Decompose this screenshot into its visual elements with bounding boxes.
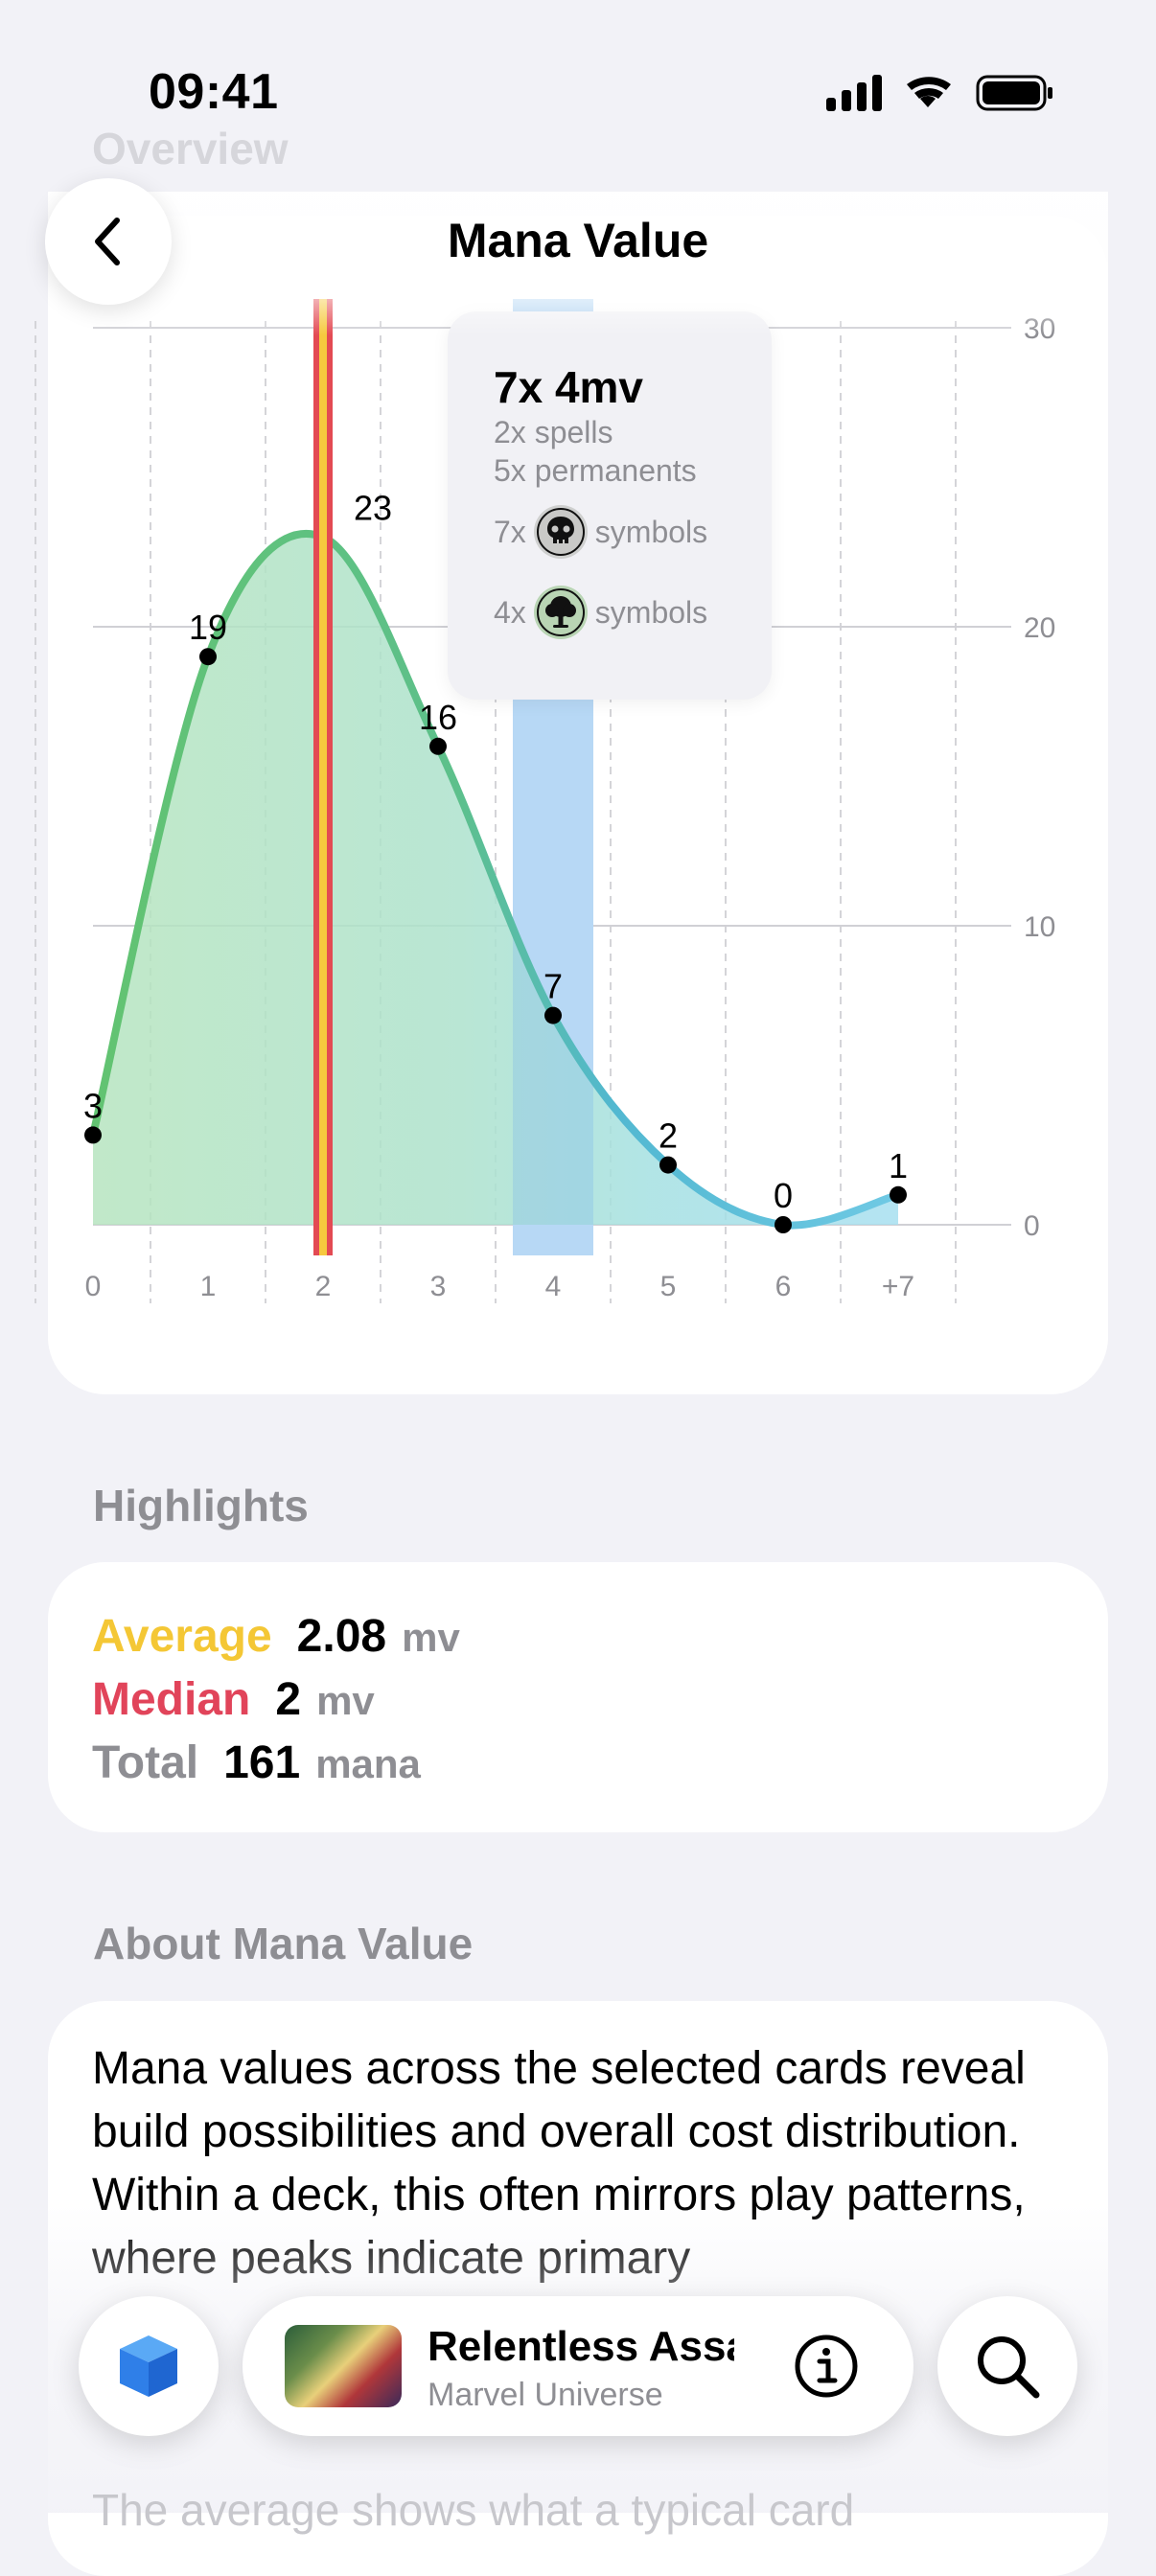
x-tick-label: 5 bbox=[660, 1271, 677, 1302]
total-label: Total bbox=[92, 1737, 199, 1788]
x-tick-label: 4 bbox=[545, 1271, 562, 1302]
deck-subtitle: Marvel Universe bbox=[428, 2377, 663, 2413]
average-marker bbox=[319, 299, 327, 1255]
page-title: Mana Value bbox=[447, 214, 709, 267]
average-unit: mv bbox=[402, 1615, 460, 1660]
x-tick-label: 0 bbox=[85, 1271, 102, 1302]
tooltip-title: 7x 4mv bbox=[494, 362, 644, 412]
data-point bbox=[775, 1216, 792, 1233]
nav-fade bbox=[48, 192, 1108, 335]
x-tick-label: 2 bbox=[315, 1271, 332, 1302]
about-more-text: The average shows what a typical card bbox=[92, 2485, 855, 2535]
total-unit: mana bbox=[315, 1741, 421, 1786]
data-label: 3 bbox=[83, 1086, 103, 1125]
search-icon bbox=[978, 2336, 1040, 2399]
tooltip-symbol-row: 4x symbols bbox=[494, 586, 707, 639]
chevron-left-icon bbox=[95, 218, 120, 265]
distribution-area-fill bbox=[93, 533, 898, 1226]
median-label: Median bbox=[92, 1674, 251, 1725]
symbol-label: symbols bbox=[594, 594, 708, 630]
data-point bbox=[429, 737, 447, 755]
x-tick-label: 3 bbox=[430, 1271, 447, 1302]
wifi-icon bbox=[907, 77, 951, 107]
distribution-line bbox=[89, 529, 902, 1230]
data-label: 2 bbox=[659, 1116, 678, 1156]
highlight-row-total: Total 161 mana bbox=[92, 1736, 421, 1789]
y-tick-label: 20 bbox=[1024, 612, 1055, 644]
status-time: 09:41 bbox=[149, 64, 279, 120]
median-value: 2 bbox=[275, 1674, 302, 1725]
green-mana-tree-icon bbox=[533, 586, 588, 639]
data-point bbox=[84, 1126, 102, 1144]
highlight-row-median: Median 2 mv bbox=[92, 1673, 375, 1726]
total-value: 161 bbox=[223, 1737, 301, 1788]
chart-tooltip: 7x 4mv 2x spells 5x permanents 7x symbol… bbox=[448, 311, 772, 700]
symbol-count: 4x bbox=[494, 594, 526, 630]
tooltip-spells: 2x spells bbox=[494, 415, 613, 449]
data-label: 1 bbox=[889, 1146, 908, 1185]
info-icon[interactable] bbox=[789, 2329, 864, 2404]
black-mana-skull-icon bbox=[533, 505, 588, 559]
search-button[interactable] bbox=[937, 2296, 1077, 2436]
deck-title: Relentless Assault bbox=[428, 2323, 734, 2370]
highlights-card bbox=[48, 1562, 1108, 1832]
symbol-count: 7x bbox=[494, 514, 526, 549]
data-point bbox=[544, 1006, 562, 1024]
cellular-signal-icon bbox=[826, 75, 882, 111]
average-value: 2.08 bbox=[296, 1611, 387, 1662]
average-label: Average bbox=[92, 1611, 272, 1662]
data-point bbox=[890, 1185, 907, 1204]
highlight-row-average: Average 2.08 mv bbox=[92, 1610, 460, 1663]
status-icons bbox=[826, 75, 1052, 111]
x-tick-label: 1 bbox=[200, 1271, 217, 1302]
data-label: 0 bbox=[774, 1176, 793, 1215]
back-button[interactable] bbox=[45, 178, 172, 305]
background-heading: Overview bbox=[92, 124, 289, 173]
cube-icon bbox=[120, 2335, 177, 2397]
y-tick-label: 0 bbox=[1024, 1210, 1040, 1242]
symbol-label: symbols bbox=[594, 514, 708, 549]
data-label: 23 bbox=[354, 488, 392, 527]
median-unit: mv bbox=[316, 1678, 375, 1723]
data-label: 16 bbox=[419, 698, 457, 737]
highlights-heading: Highlights bbox=[93, 1481, 309, 1530]
tooltip-symbol-row: 7x symbols bbox=[494, 505, 707, 559]
tooltip-permanents: 5x permanents bbox=[494, 453, 697, 488]
about-heading: About Mana Value bbox=[93, 1919, 474, 1968]
x-tick-label: +7 bbox=[882, 1271, 914, 1302]
data-point bbox=[199, 648, 217, 666]
x-tick-label: 6 bbox=[775, 1271, 792, 1302]
deck-thumbnail bbox=[285, 2325, 402, 2407]
data-label: 7 bbox=[543, 967, 563, 1006]
collection-button[interactable] bbox=[79, 2296, 219, 2436]
y-tick-label: 10 bbox=[1024, 911, 1055, 943]
battery-icon bbox=[976, 75, 1052, 111]
current-deck-card[interactable]: Relentless Assault Marvel Universe bbox=[243, 2296, 913, 2436]
data-label: 19 bbox=[189, 608, 227, 647]
data-point bbox=[659, 1156, 677, 1174]
